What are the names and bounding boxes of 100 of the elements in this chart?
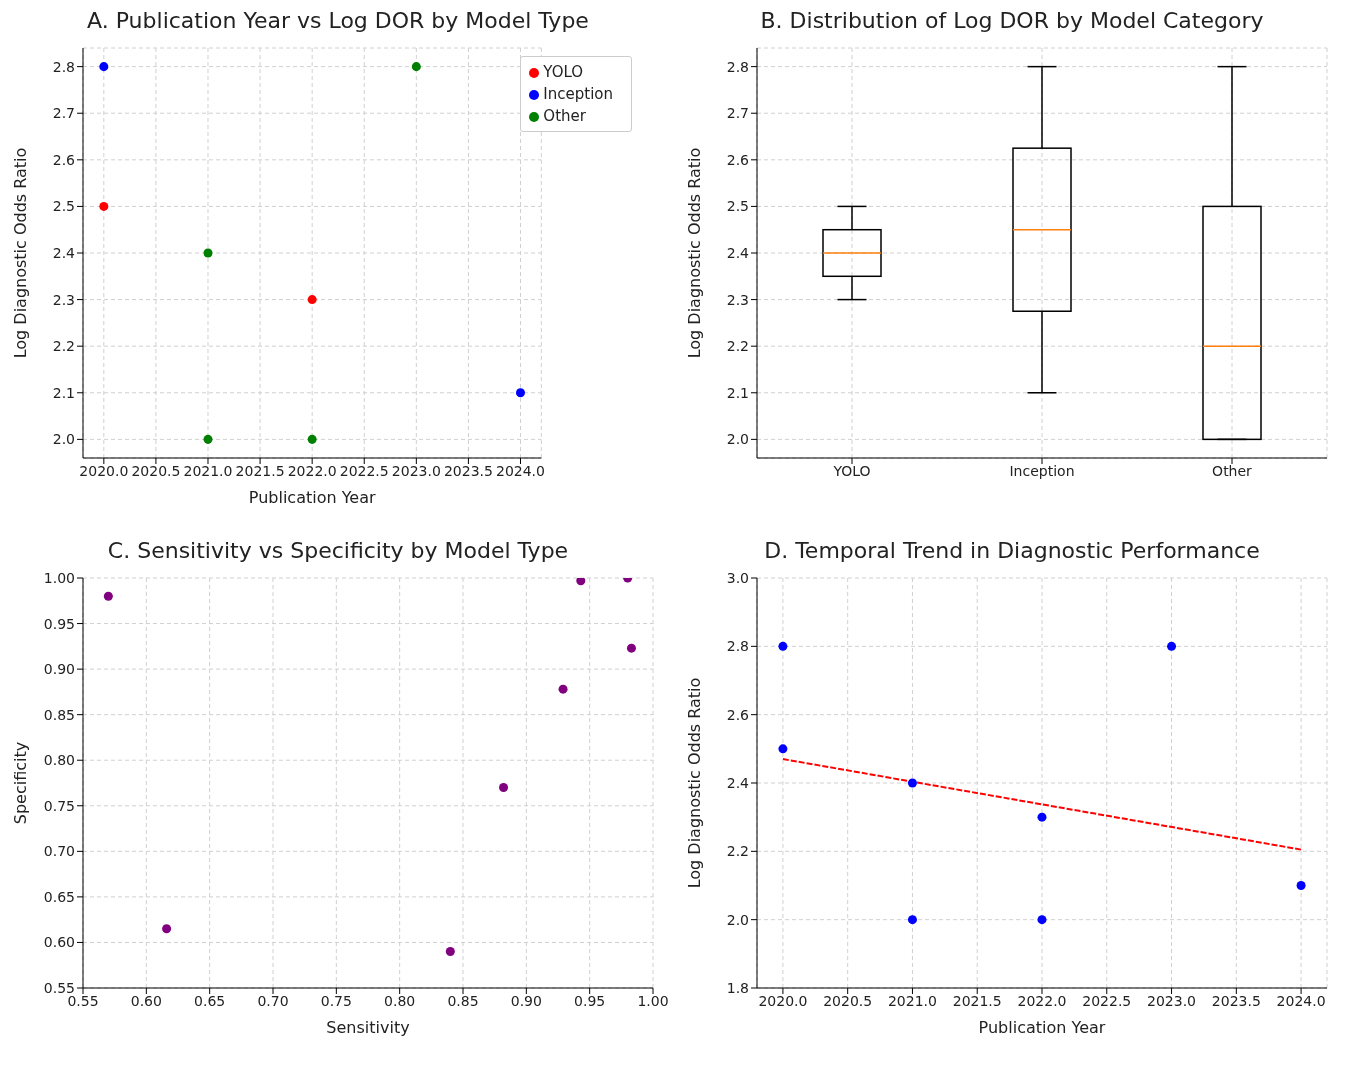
point [626,643,636,653]
y-tick-label: 2.4 [726,244,750,261]
x-tick-label: 0.75 [320,992,352,1009]
legend-label: YOLO [543,63,584,81]
x-tick-label: 2023.0 [1147,992,1197,1009]
point [558,684,568,694]
legend-label: Other [543,107,586,125]
chart-title: C. Sensitivity vs Specificity by Model Type [106,538,570,565]
x-tick-label: YOLO [832,462,871,479]
chart-title: B. Distribution of Log DOR by Model Category [759,8,1265,35]
x-tick-label: 2020.5 [823,992,873,1009]
x-axis-title: Sensitivity [326,1018,410,1037]
point [778,641,788,651]
y-tick-label: 0.95 [43,615,75,632]
chart-title: A. Publication Year vs Log DOR by Model Type [86,8,590,35]
y-tick-label: 0.85 [43,706,75,723]
y-tick-label: 2.1 [52,384,75,401]
x-tick-label: 2023.5 [1211,992,1261,1009]
point [445,947,455,957]
y-tick-label: 2.5 [52,198,75,215]
y-tick-label: 2.4 [52,244,76,261]
point [576,578,586,586]
x-tick-label: 0.60 [130,992,162,1009]
y-tick-label: 2.8 [726,638,749,655]
x-tick-label: 2024.0 [496,462,545,479]
x-tick-label: 2020.5 [131,462,181,479]
y-axis-title: Log Diagnostic Odds Ratio [684,677,704,889]
y-tick-label: 0.65 [43,888,75,905]
x-tick-label: 0.95 [574,992,606,1009]
point [778,744,788,754]
x-tick-label: 0.70 [257,992,289,1009]
y-tick-label: 2.0 [726,911,749,928]
x-tick-label: 0.85 [447,992,479,1009]
x-tick-label: 2020.0 [79,462,129,479]
x-tick-label: Other [1212,462,1253,479]
x-tick-label: Inception [1009,462,1075,479]
y-tick-label: 2.6 [726,706,750,723]
point [1037,915,1047,925]
y-tick-label: 0.70 [43,843,75,860]
x-tick-label: 2022.5 [339,462,389,479]
point [499,783,509,793]
y-axis-title: Specificity [10,741,30,825]
point [99,62,109,72]
y-tick-label: 2.4 [726,774,750,791]
y-tick-label: 2.0 [726,431,749,448]
point [99,201,109,211]
x-tick-label: 0.65 [194,992,226,1009]
y-tick-label: 0.75 [43,797,75,814]
x-tick-label: 1.00 [637,992,669,1009]
y-tick-label: 2.8 [726,58,749,75]
y-tick-label: 0.60 [43,934,75,951]
x-tick-label: 2023.5 [443,462,493,479]
point [103,591,113,601]
x-tick-label: 2023.0 [391,462,441,479]
y-tick-label: 2.0 [52,431,75,448]
y-tick-label: 3.0 [726,569,749,586]
point [411,62,421,72]
x-tick-label: 2020.0 [758,992,808,1009]
x-tick-label: 2024.0 [1276,992,1326,1009]
x-tick-label: 0.80 [384,992,416,1009]
y-tick-label: 2.1 [726,384,749,401]
x-tick-label: 2022.0 [287,462,337,479]
chart-title: D. Temporal Trend in Diagnostic Performance [763,538,1261,565]
y-tick-label: 2.2 [52,338,75,355]
y-tick-label: 1.00 [43,569,75,586]
x-tick-label: 2021.0 [887,992,937,1009]
point [1037,812,1047,822]
x-tick-label: 0.90 [510,992,542,1009]
point [515,388,526,398]
y-tick-label: 2.6 [52,151,76,168]
y-tick-label: 2.3 [726,291,749,308]
y-tick-label: 1.8 [726,979,749,996]
y-tick-label: 2.5 [726,198,749,215]
x-axis-title: Publication Year [978,1018,1106,1037]
y-axis-title: Log Diagnostic Odds Ratio [10,147,30,359]
x-tick-label: 2022.0 [1017,992,1067,1009]
y-tick-label: 2.2 [726,843,749,860]
y-tick-label: 2.8 [52,58,75,75]
point [907,915,917,925]
x-tick-label: 2021.0 [183,462,233,479]
x-tick-label: 2021.5 [952,992,1002,1009]
point [307,434,317,444]
y-tick-label: 2.7 [52,105,75,122]
y-tick-label: 2.7 [726,105,749,122]
y-tick-label: 2.3 [52,291,75,308]
y-tick-label: 2.6 [726,151,750,168]
x-tick-label: 2021.5 [235,462,285,479]
point [907,778,917,788]
y-tick-label: 0.80 [43,752,75,769]
point [203,248,213,258]
point [203,434,213,444]
point [307,295,317,305]
point [162,924,172,934]
y-tick-label: 2.2 [726,338,749,355]
point [1296,880,1306,891]
legend-label: Inception [543,85,613,103]
y-tick-label: 0.90 [43,661,75,678]
y-axis-title: Log Diagnostic Odds Ratio [684,147,704,359]
x-axis-title: Publication Year [248,488,376,507]
x-tick-label: 2022.5 [1082,992,1132,1009]
